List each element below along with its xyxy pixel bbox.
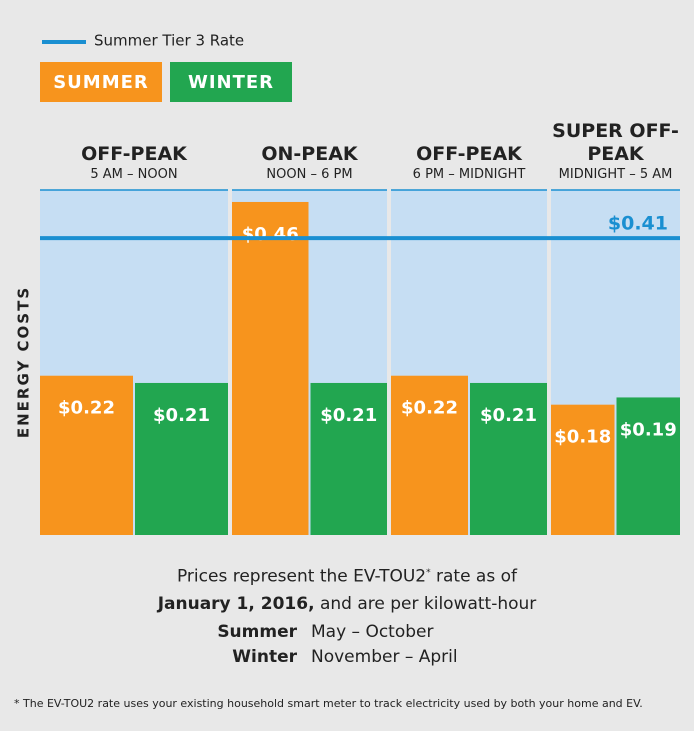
value-label: $0.46 [242,224,299,245]
bar [391,375,468,535]
category-header: OFF-PEAK 5 AM – NOON [40,110,228,188]
note-date: January 1, 2016, [157,593,315,614]
value-label: $0.21 [480,405,537,426]
legend-label: SUMMER [53,72,149,93]
value-label: $0.21 [320,405,377,426]
category-name: SUPER OFF-PEAK [552,120,679,165]
category-time: 6 PM – MIDNIGHT [412,167,526,182]
legend-swatch [170,62,292,102]
category-time: 5 AM – NOON [90,167,178,182]
reference-label: $0.41 [608,213,668,235]
bar [40,375,133,535]
bar [232,201,309,535]
legend-label: WINTER [188,72,274,93]
category-name: ON-PEAK [261,143,358,165]
category-time: MIDNIGHT – 5 AM [558,167,673,182]
value-label: $0.18 [554,427,611,448]
category-header: OFF-PEAK 6 PM – MIDNIGHT [391,110,547,188]
bar [470,382,547,535]
value-label: $0.21 [153,405,210,426]
bar [551,404,615,535]
bar [310,382,387,535]
category-header: ON-PEAK NOON – 6 PM [232,110,387,188]
rate-note: Prices represent the EV-TOU2* rate as of… [0,560,694,618]
value-label: $0.19 [620,419,677,440]
category-name: OFF-PEAK [81,143,187,165]
category-name: OFF-PEAK [416,143,522,165]
season-name: Summer [217,622,297,642]
bar [616,397,680,535]
category-header: SUPER OFF-PEAK MIDNIGHT – 5 AM [551,110,680,188]
category-time: NOON – 6 PM [266,167,353,182]
legend-swatch [40,62,162,102]
value-label: $0.22 [401,398,458,419]
value-label: $0.22 [58,398,115,419]
season-months: May – October [311,622,434,642]
note-text: and are per kilowatt-hour [314,593,537,614]
season-name: Winter [232,647,297,667]
legend-label: Summer Tier 3 Rate [94,32,244,50]
season-months: November – April [311,647,458,667]
bar [135,382,228,535]
footnote: * The EV-TOU2 rate uses your existing ho… [14,697,643,710]
note-text: Prices represent the EV-TOU2 [176,566,427,587]
note-text: rate as of [430,566,517,587]
y-axis-label: ENERGY COSTS [15,286,33,438]
note-mark: * [426,568,431,578]
